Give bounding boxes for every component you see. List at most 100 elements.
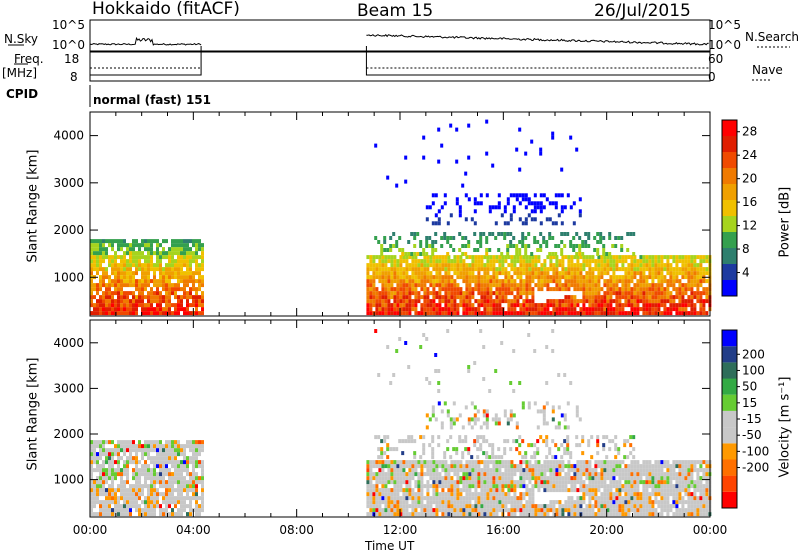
- velocity-cell: [503, 409, 507, 414]
- velocity-cell: [387, 488, 391, 493]
- velocity-cell: [168, 480, 171, 485]
- velocity-cell: [126, 496, 129, 501]
- power-cell: [174, 307, 177, 312]
- velocity-cell: [648, 484, 652, 489]
- velocity-cell: [135, 448, 138, 453]
- velocity-cell: [450, 480, 454, 485]
- velocity-cell: [479, 425, 483, 430]
- velocity-cell: [369, 512, 373, 517]
- power-cell: [180, 267, 183, 272]
- power-cell: [192, 303, 195, 308]
- power-cell: [690, 303, 694, 308]
- power-cell: [102, 259, 105, 264]
- velocity-cell: [474, 504, 478, 509]
- velocity-cell: [663, 500, 667, 505]
- velocity-cell: [567, 508, 571, 513]
- power-cell: [99, 275, 102, 280]
- velocity-cell: [687, 492, 691, 497]
- velocity-cell: [471, 496, 475, 501]
- power-cell: [153, 263, 156, 268]
- power-cell: [456, 275, 460, 280]
- velocity-cell: [507, 460, 511, 465]
- velocity-cell: [378, 468, 382, 473]
- velocity-cell: [171, 500, 174, 505]
- velocity-cell: [654, 512, 658, 517]
- velocity-cell: [630, 480, 634, 485]
- power-cell: [408, 283, 412, 288]
- power-cell: [183, 239, 186, 244]
- power-cell: [120, 311, 123, 316]
- power-cell: [177, 251, 180, 256]
- power-cell: [452, 236, 456, 240]
- velocity-cell: [447, 512, 451, 517]
- velocity-cell: [588, 496, 592, 501]
- velocity-cell: [660, 472, 664, 477]
- power-cell: [536, 201, 540, 206]
- velocity-cell: [651, 508, 655, 513]
- power-cell: [399, 267, 403, 272]
- velocity-cell: [144, 444, 147, 449]
- velocity-cell: [156, 440, 159, 445]
- power-cell: [153, 307, 156, 312]
- power-cell: [150, 295, 153, 300]
- velocity-ytick-label: 1000: [53, 473, 84, 487]
- power-cell: [477, 283, 481, 288]
- power-cell: [162, 275, 165, 280]
- velocity-cell: [114, 452, 117, 457]
- velocity-cell: [479, 435, 483, 440]
- velocity-cell: [684, 508, 688, 513]
- velocity-cell: [180, 444, 183, 449]
- power-cell: [432, 259, 436, 264]
- velocity-cell: [549, 476, 553, 481]
- velocity-cell: [453, 508, 457, 513]
- velocity-cell: [183, 452, 186, 457]
- velocity-cell: [456, 464, 460, 469]
- power-cell: [584, 240, 588, 244]
- power-cell: [108, 259, 111, 264]
- power-cell: [537, 287, 541, 292]
- velocity-cell: [624, 476, 628, 481]
- power-cell: [543, 311, 547, 316]
- power-cell: [462, 279, 466, 284]
- velocity-cell: [552, 508, 556, 513]
- velocity-cell: [527, 443, 531, 448]
- velocity-cell: [492, 504, 496, 509]
- velocity-cell: [108, 472, 111, 477]
- power-cell: [453, 307, 457, 312]
- velocity-cell: [654, 472, 658, 477]
- power-cell: [648, 283, 652, 288]
- power-cell: [99, 255, 102, 260]
- power-cell: [678, 287, 682, 292]
- power-cell: [129, 259, 132, 264]
- power-cell: [618, 303, 622, 308]
- power-cell: [675, 279, 679, 284]
- velocity-cell: [582, 496, 586, 501]
- velocity-cell: [468, 460, 472, 465]
- velocity-cell: [491, 417, 495, 422]
- velocity-cell: [138, 472, 141, 477]
- velocity-cell: [609, 464, 613, 469]
- power-cell: [90, 271, 93, 276]
- power-cell: [678, 311, 682, 316]
- velocity-cell: [594, 492, 598, 497]
- velocity-cell: [531, 472, 535, 477]
- velocity-cell: [195, 440, 198, 445]
- velocity-cell: [435, 488, 439, 493]
- velocity-cell: [437, 389, 441, 393]
- velocity-cell: [524, 451, 528, 456]
- velocity-cell: [555, 460, 559, 465]
- power-cell: [150, 303, 153, 308]
- power-cell: [501, 295, 505, 300]
- power-cell: [654, 267, 658, 272]
- power-cell: [369, 295, 373, 300]
- power-cell: [546, 287, 550, 292]
- power-cell: [654, 263, 658, 268]
- velocity-cell: [99, 472, 102, 477]
- power-cell: [525, 311, 529, 316]
- power-cell: [585, 271, 589, 276]
- velocity-cell: [378, 460, 382, 465]
- power-cell: [381, 275, 385, 280]
- velocity-cell: [153, 476, 156, 481]
- power-cell: [642, 299, 646, 304]
- power-cell: [378, 275, 382, 280]
